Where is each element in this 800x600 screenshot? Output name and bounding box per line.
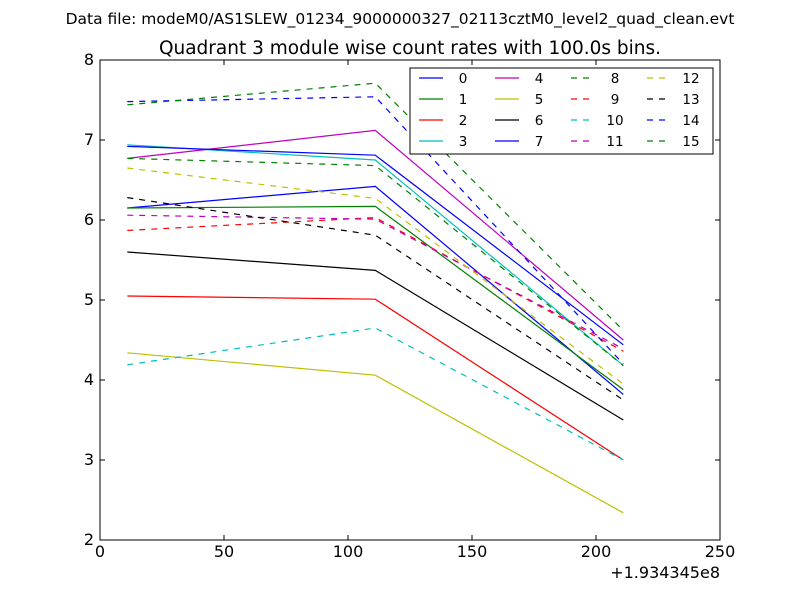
series-line-13 bbox=[127, 197, 624, 401]
series-line-0 bbox=[127, 185, 624, 395]
series-line-8 bbox=[127, 157, 624, 367]
legend-label-12: 12 bbox=[682, 71, 699, 87]
x-tick-label-4: 200 bbox=[581, 542, 612, 561]
legend-label-0: 0 bbox=[459, 71, 468, 87]
legend-label-4: 4 bbox=[535, 71, 544, 87]
y-tick-label-5: 7 bbox=[84, 130, 94, 149]
legend-label-10: 10 bbox=[606, 113, 623, 129]
suptitle: Data file: modeM0/AS1SLEW_01234_90000003… bbox=[66, 10, 735, 29]
legend-frame bbox=[409, 67, 714, 155]
series-line-7 bbox=[127, 145, 624, 346]
series-line-1 bbox=[127, 205, 624, 391]
y-tick-label-1: 3 bbox=[84, 450, 94, 469]
series-line-4 bbox=[127, 129, 624, 341]
y-tick-label-0: 2 bbox=[84, 530, 94, 549]
legend-label-5: 5 bbox=[535, 92, 544, 108]
legend-label-1: 1 bbox=[459, 92, 468, 108]
y-tick-label-6: 8 bbox=[84, 50, 94, 69]
series-line-15 bbox=[127, 82, 624, 331]
plot-lines bbox=[127, 82, 624, 514]
x-offset-label: +1.934345e8 bbox=[610, 563, 720, 582]
legend-label-7: 7 bbox=[535, 134, 544, 150]
x-tick-label-3: 150 bbox=[457, 542, 488, 561]
axis-ticks bbox=[99, 59, 721, 541]
chart-title: Quadrant 3 module wise count rates with … bbox=[159, 38, 661, 59]
series-line-12 bbox=[127, 167, 624, 385]
y-tick-label-4: 6 bbox=[84, 210, 94, 229]
series-line-9 bbox=[127, 216, 624, 352]
series-line-6 bbox=[127, 251, 624, 421]
legend-label-8: 8 bbox=[611, 71, 620, 87]
y-tick-label-3: 5 bbox=[84, 290, 94, 309]
x-tick-label-1: 50 bbox=[214, 542, 234, 561]
legend-label-6: 6 bbox=[535, 113, 544, 129]
legend-label-13: 13 bbox=[682, 92, 699, 108]
series-line-2 bbox=[127, 295, 624, 461]
x-tick-label-5: 250 bbox=[705, 542, 736, 561]
legend-label-11: 11 bbox=[606, 134, 623, 150]
legend-label-9: 9 bbox=[611, 92, 620, 108]
series-line-5 bbox=[127, 352, 624, 514]
series-line-10 bbox=[127, 327, 624, 461]
x-tick-label-0: 0 bbox=[95, 542, 105, 561]
legend-label-3: 3 bbox=[459, 134, 468, 150]
legend-label-2: 2 bbox=[459, 113, 468, 129]
legend-label-14: 14 bbox=[682, 113, 699, 129]
x-tick-label-2: 100 bbox=[333, 542, 364, 561]
legend-label-15: 15 bbox=[682, 134, 699, 150]
y-tick-label-2: 4 bbox=[84, 370, 94, 389]
series-line-11 bbox=[127, 214, 624, 350]
